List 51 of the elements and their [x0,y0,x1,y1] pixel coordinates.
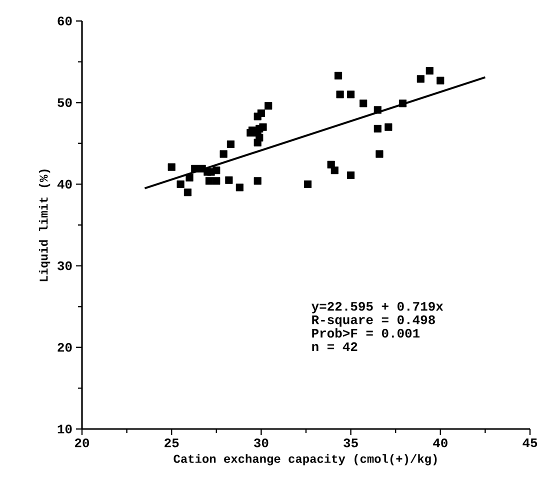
point [376,150,384,158]
point [384,123,392,131]
y-tick-label: 30 [58,261,72,270]
point [330,166,338,174]
point [360,100,368,108]
point [374,124,382,132]
point [191,164,199,172]
point [226,140,235,148]
y-axis-title: Liquid limit (%) [38,170,50,282]
point [334,72,342,80]
x-tick-label: 35 [344,438,358,448]
point [168,163,176,171]
annotation: Prob>F = 0.001 [312,328,420,338]
x-axis-title: Cation exchange capacity (cmol(+)/kg) [174,454,437,466]
point [256,134,264,142]
y-tick-label: 40 [57,180,72,189]
point [225,176,233,184]
point [416,75,424,83]
point [374,106,382,114]
point [336,90,344,98]
point [256,124,264,132]
point [186,174,194,182]
x-tick-label: 25 [164,438,179,448]
point [436,76,444,84]
point [347,171,355,180]
y-tick-label: 20 [58,342,72,352]
x-tick-label: 45 [522,438,538,448]
point [264,102,272,110]
point [220,150,228,158]
annotation: y=22.595 + 0.719x [312,302,444,314]
annotation: R-square = 0.498 [312,315,435,327]
point [426,66,434,75]
point [204,168,212,176]
point [257,109,265,117]
x-tick-label: 20 [75,438,90,448]
point [236,184,244,192]
point [212,177,220,185]
point [304,180,312,188]
y-tick-label: 10 [58,424,72,434]
point [347,90,355,98]
x-tick-label: 40 [433,438,448,448]
point [254,177,262,185]
y-tick-label: 50 [58,98,72,107]
y-tick-label: 60 [58,16,72,26]
point [212,166,220,174]
point [176,180,184,188]
annotation: n = 42 [312,342,358,351]
point [184,188,192,196]
x-tick-label: 30 [254,438,268,448]
point [205,177,214,185]
point [398,100,407,108]
